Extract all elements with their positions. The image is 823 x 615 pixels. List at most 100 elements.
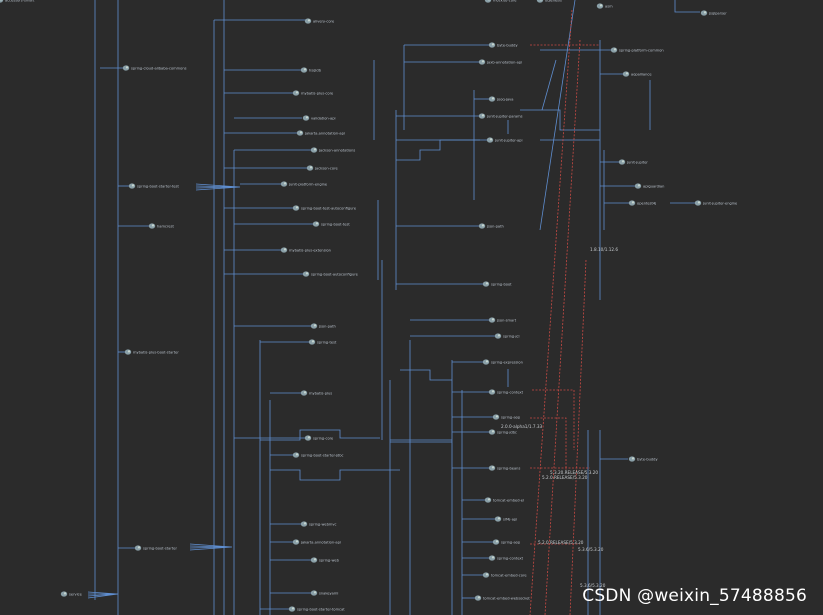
module-icon-dot <box>295 540 299 543</box>
node-jackson-anno[interactable]: jackson-annotations <box>310 147 356 153</box>
node-sb-starter-tomcat[interactable]: spring-boot-starter-tomcat <box>288 606 345 612</box>
module-icon <box>310 323 318 329</box>
module-icon-dot <box>599 4 603 7</box>
node-apiguardian[interactable]: apiguardian <box>634 183 665 189</box>
node-tomcat-embed[interactable]: tomcat-embed-el <box>484 497 524 503</box>
node-mybatis-plus[interactable]: mybatis-plus <box>300 390 332 396</box>
node-spring-aop[interactable]: spring-aop <box>492 414 521 420</box>
node-mbp-core[interactable]: mybatis-plus-core <box>292 90 334 96</box>
node-asm[interactable]: asm <box>596 3 613 9</box>
node-label: spring-jdbc <box>497 430 517 434</box>
module-icon-dot <box>491 97 495 100</box>
node-objenesis[interactable]: objenesis <box>536 0 562 3</box>
node-accessors-smart[interactable]: accessors-smart <box>0 0 35 3</box>
module-icon <box>300 390 308 396</box>
node-sb-starter-test[interactable]: spring-boot-starter-test <box>128 183 180 189</box>
node-scl-alibaba[interactable]: spring-cloud-alibaba-commons <box>122 65 187 71</box>
edge <box>396 139 480 161</box>
module-icon <box>488 42 496 48</box>
node-json-smart[interactable]: json-smart <box>488 317 517 323</box>
node-sb-autoconfigure[interactable]: spring-boot-autoconfigure <box>302 271 359 277</box>
module-icon <box>536 0 544 3</box>
node-label: json-path <box>318 324 336 328</box>
module-icon <box>292 539 300 545</box>
node-junit-platform-engine[interactable]: junit-platform-engine <box>280 181 328 187</box>
node-slf4j[interactable]: slf4j-api <box>494 516 517 522</box>
node-ser-common[interactable]: spring-platform-common <box>610 47 664 53</box>
node-byte-buddy2[interactable]: byte-buddy <box>628 456 659 462</box>
module-icon <box>310 557 318 563</box>
node-jackson-core[interactable]: jackson-core <box>306 165 339 171</box>
node-label: hsqldb <box>309 68 322 72</box>
module-icon-dot <box>283 182 287 185</box>
module-icon <box>488 555 496 561</box>
node-jooq[interactable]: jooq-java <box>488 96 514 102</box>
module-icon-dot <box>485 360 489 363</box>
node-alivery[interactable]: alivery-core <box>304 18 335 24</box>
module-icon-dot <box>313 558 317 561</box>
node-label: slf4j-api <box>503 517 517 521</box>
node-jakarta-anno2[interactable]: jakarta.annotation-api <box>292 539 341 545</box>
node-snakeyaml[interactable]: snakeyaml <box>310 590 339 596</box>
node-spring-core[interactable]: spring-core <box>304 435 334 441</box>
node-hamcrest[interactable]: hamcrest <box>148 223 175 229</box>
node-json-path[interactable]: json-path <box>310 323 336 329</box>
module-icon-dot <box>497 334 501 337</box>
node-sb-starter-jdbc[interactable]: spring-boot-starter-jdbc <box>292 452 344 458</box>
node-spring-web[interactable]: spring-web <box>310 557 340 563</box>
node-label: spring-boot <box>491 282 512 286</box>
node-jdatagrate[interactable]: jsqlparser <box>700 10 727 16</box>
node-spring-context2[interactable]: spring-context <box>488 555 524 561</box>
node-spring-aop2[interactable]: spring-aop <box>492 539 521 545</box>
node-hsqldb[interactable]: hsqldb <box>300 67 322 73</box>
module-icon-dot <box>295 453 299 456</box>
node-label: junit-jupiter-params <box>486 114 523 118</box>
node-sb-test[interactable]: spring-boot-test <box>312 221 351 227</box>
node-mbp-boot-starter[interactable]: mybatis-plus-boot-starter <box>124 349 180 355</box>
node-jakarta-annot[interactable]: jakarta.annotation-api <box>296 130 345 136</box>
node-jsonpath[interactable]: json-path <box>478 223 504 229</box>
node-junit-jupiter-params[interactable]: junit-jupiter-params <box>478 113 523 119</box>
module-icon <box>494 516 502 522</box>
module-icon-dot <box>481 114 485 117</box>
module-icon-dot <box>313 148 317 151</box>
node-sb[interactable]: spring-boot <box>482 281 512 287</box>
module-icon-dot <box>631 201 635 204</box>
node-tomcat-websocket[interactable]: tomcat-embed-websocket <box>474 595 531 601</box>
node-spring-jcl[interactable]: spring-jcl <box>494 333 520 339</box>
version-conflict-label: 5.3.20.RELEASE/5.3.20 <box>550 470 598 475</box>
node-spring-webmvc[interactable]: spring-webmvc <box>300 521 337 527</box>
edge <box>390 439 452 443</box>
conflict-edge <box>532 389 575 450</box>
node-label: tomcat-embed-websocket <box>483 596 530 600</box>
node-spring-test[interactable]: spring-test <box>308 339 337 345</box>
node-mbp-ext[interactable]: mybatis-plus-extension <box>280 247 331 253</box>
module-icon-dot <box>625 72 629 75</box>
node-label: spring-test <box>317 340 337 344</box>
node-jtax[interactable]: jaxb-annotation-api <box>478 59 522 65</box>
node-aopalliance[interactable]: aopalliance <box>622 71 653 77</box>
module-icon <box>296 130 304 136</box>
node-spring-beans[interactable]: spring-beans <box>488 465 521 471</box>
watermark-text: CSDN @weixin_57488856 <box>582 586 807 606</box>
node-junit-jupiter-api[interactable]: junit-jupiter-api <box>486 137 523 143</box>
node-opentest4j[interactable]: opentest4j <box>628 200 656 206</box>
node-mockito[interactable]: mockito-core <box>484 0 517 3</box>
node-spring-expression[interactable]: spring-expression <box>482 359 523 365</box>
version-conflict-label: 5.3.6/5.3.20 <box>578 547 604 552</box>
node-validation[interactable]: validation-api <box>302 115 336 121</box>
module-icon-dot <box>497 517 501 520</box>
node-hyle[interactable]: byte-buddy <box>488 42 519 48</box>
node-tomcat-core[interactable]: tomcat-embed-core <box>482 572 528 578</box>
node-service[interactable]: service <box>60 591 83 597</box>
node-junit-jupiter-engine[interactable]: junit-jupiter-engine <box>694 200 738 206</box>
module-icon <box>292 452 300 458</box>
conflict-edge <box>530 417 567 470</box>
node-spring-jdbc[interactable]: spring-jdbc <box>488 429 517 435</box>
node-spring-context[interactable]: spring-context <box>488 389 524 395</box>
node-junit-jupiter[interactable]: junit-jupiter <box>618 159 649 165</box>
node-sb-starter-web[interactable]: spring-boot-starter <box>134 545 178 551</box>
node-sb-test-autoconfigure[interactable]: spring-boot-test-autoconfigure <box>292 205 357 211</box>
version-conflict-label: 1.8.10/1.12.6 <box>590 247 618 252</box>
module-icon-dot <box>491 318 495 321</box>
